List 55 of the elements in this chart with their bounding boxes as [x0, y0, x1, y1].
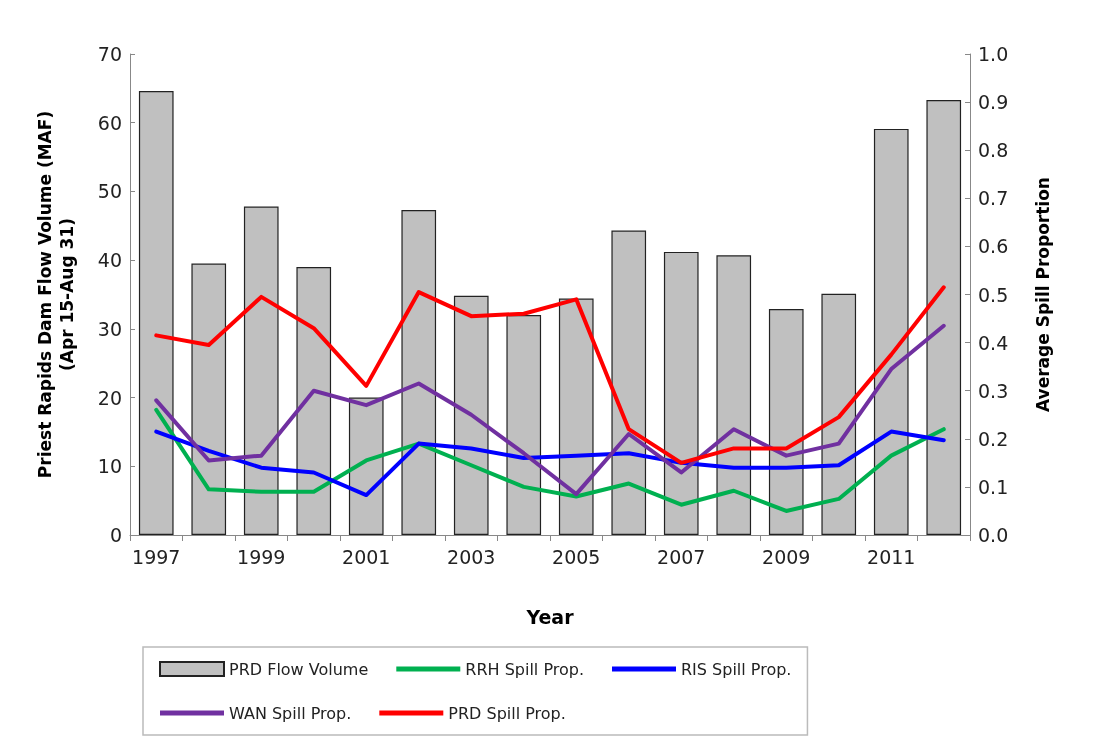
- x-tick-label: 2001: [342, 545, 391, 568]
- bar: [926, 100, 962, 535]
- x-tick-label: 2005: [552, 545, 601, 568]
- y2-tick-label: 0.3: [978, 379, 1009, 402]
- line-series: [154, 285, 946, 465]
- y2-tick-label: 0.0: [978, 524, 1009, 546]
- y2-tick-label: 0.7: [978, 187, 1009, 210]
- legend-label: PRD Flow Volume: [229, 659, 369, 679]
- x-tick-label: 1999: [237, 545, 286, 568]
- y2-axis-title: Average Spill Proportion: [1033, 177, 1053, 412]
- y2-tick-label: 0.4: [978, 331, 1009, 354]
- bar: [453, 295, 489, 535]
- y2-tick-label: 0.1: [978, 475, 1009, 498]
- y-axis-title: Priest Rapids Dam Flow Volume (MAF) (Apr 15-Aug 31): [35, 110, 77, 479]
- y-tick-label: 30: [97, 317, 122, 340]
- bar: [558, 298, 594, 535]
- bar: [191, 263, 227, 535]
- y2-tick-label: 0.6: [978, 235, 1009, 258]
- y2-tick-label: 0.2: [978, 427, 1009, 450]
- y-tick-label: 10: [97, 455, 122, 478]
- bar: [296, 267, 332, 535]
- legend-label: RIS Spill Prop.: [681, 659, 792, 679]
- x-axis-title: Year: [525, 605, 575, 628]
- y-tick-label: 20: [97, 386, 122, 409]
- bar: [243, 206, 279, 535]
- x-tick-label: 1997: [132, 545, 181, 568]
- bar: [506, 315, 542, 535]
- y2-tick-label: 0.8: [978, 139, 1009, 162]
- bar: [348, 397, 384, 535]
- legend-label: RRH Spill Prop.: [465, 659, 585, 679]
- legend-label: PRD Spill Prop.: [448, 703, 566, 723]
- line-series: [154, 323, 946, 497]
- y-tick-label: 40: [97, 249, 122, 272]
- bar: [768, 308, 804, 535]
- line-series: [154, 429, 946, 498]
- y2-tick-label: 0.9: [978, 91, 1009, 114]
- y-tick-label: 70: [97, 43, 122, 65]
- bar: [716, 255, 752, 535]
- y-tick-label: 60: [97, 111, 122, 134]
- y-tick-label: 50: [97, 180, 122, 203]
- x-tick-label: 2007: [657, 545, 706, 568]
- bar: [663, 251, 699, 535]
- bar: [138, 91, 174, 535]
- bar: [821, 293, 857, 535]
- y-tick-label: 0: [109, 524, 122, 546]
- x-tick-label: 2003: [447, 545, 496, 568]
- y2-tick-label: 0.5: [978, 283, 1009, 306]
- legend-label: WAN Spill Prop.: [229, 703, 352, 723]
- x-tick-label: 2011: [867, 545, 916, 568]
- bar: [873, 128, 909, 535]
- x-tick-label: 2009: [762, 545, 811, 568]
- bar: [611, 230, 647, 535]
- bar: [401, 209, 437, 535]
- y2-tick-label: 1.0: [978, 43, 1009, 65]
- line-series: [154, 407, 946, 513]
